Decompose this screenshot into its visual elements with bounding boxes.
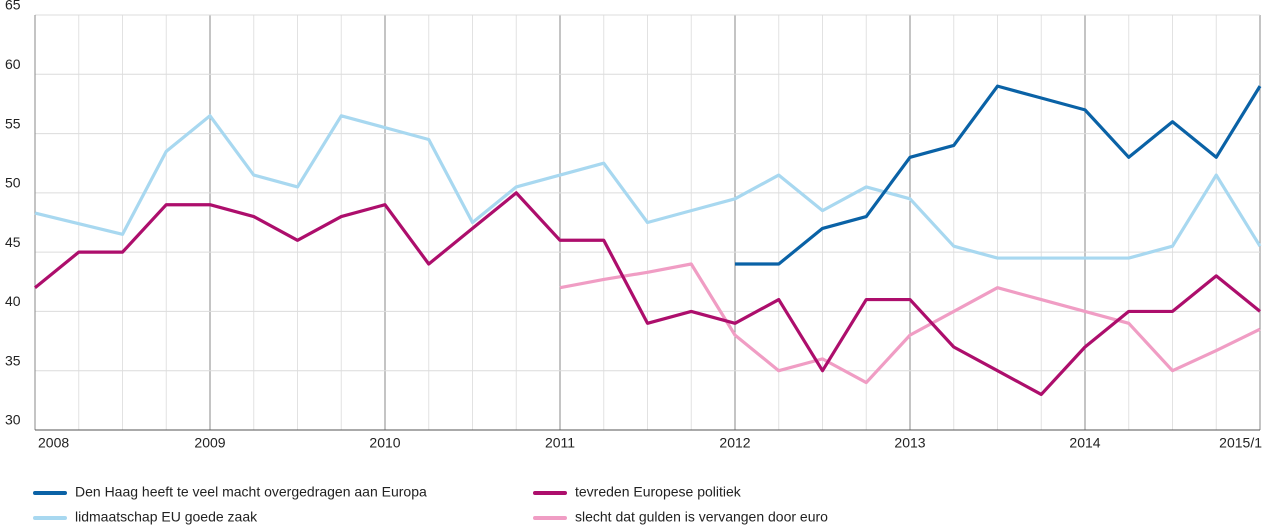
x-tick-label: 2008 xyxy=(38,435,69,451)
y-tick-label: 55 xyxy=(5,115,21,131)
legend-label: lidmaatschap EU goede zaak xyxy=(75,509,258,525)
x-tick-label: 2009 xyxy=(194,435,225,451)
legend-label: slecht dat gulden is vervangen door euro xyxy=(575,509,828,525)
series-line xyxy=(34,114,1262,260)
series-line xyxy=(33,191,1262,397)
y-tick-label: 45 xyxy=(5,234,21,250)
x-tick-label: 2014 xyxy=(1069,435,1100,451)
series-line xyxy=(559,262,1261,385)
y-tick-label: 35 xyxy=(5,352,21,368)
series-line xyxy=(735,84,1262,266)
x-tick-label: 2013 xyxy=(894,435,925,451)
legend-label: tevreden Europese politiek xyxy=(575,484,742,500)
x-tick-label: 2015/1 xyxy=(1219,435,1262,451)
legend-label: Den Haag heeft te veel macht overgedrage… xyxy=(75,484,427,500)
y-tick-label: 30 xyxy=(5,412,21,428)
y-tick-label: 60 xyxy=(5,56,21,72)
y-tick-label: 50 xyxy=(5,175,21,191)
y-tick-label: 40 xyxy=(5,293,21,309)
y-tick-label: 65 xyxy=(5,0,21,13)
x-tick-label: 2011 xyxy=(545,435,575,451)
x-tick-label: 2010 xyxy=(369,435,400,451)
x-tick-label: 2012 xyxy=(719,435,750,451)
